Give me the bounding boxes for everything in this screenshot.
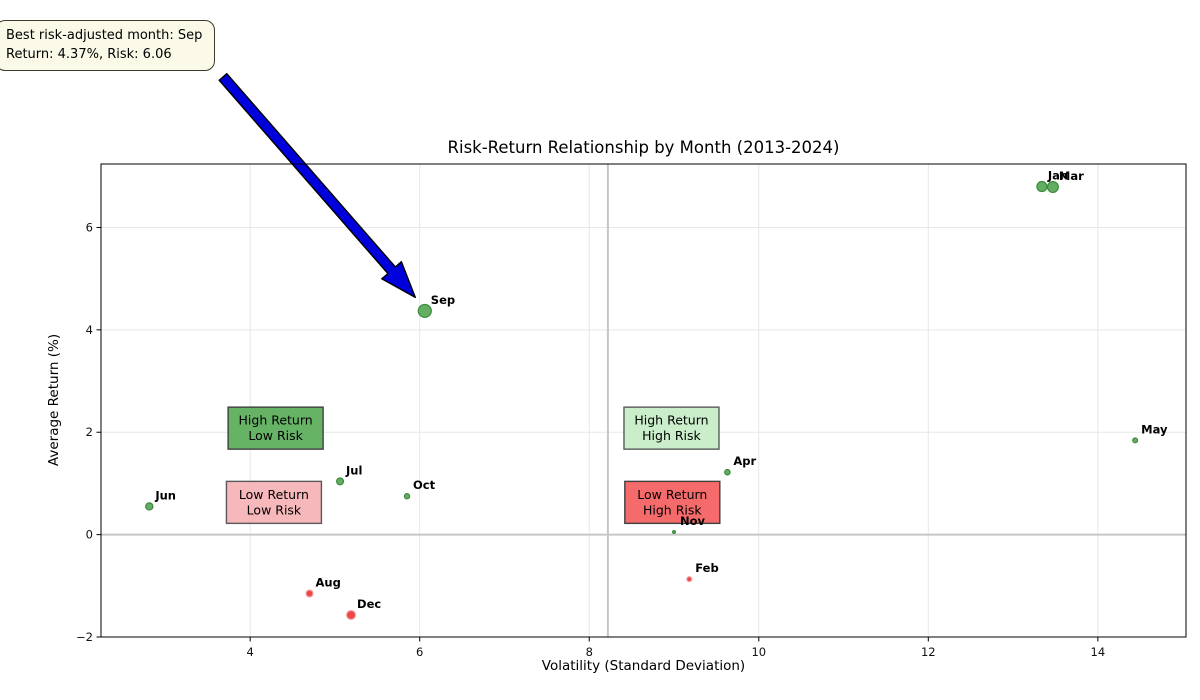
quadrant-box-low-return-high-risk [624,480,721,525]
month-label-apr: Apr [733,454,756,468]
data-point-feb [686,576,693,583]
annotation-line1: Best risk-adjusted month: Sep [6,28,203,43]
data-point-nov [672,530,677,535]
quadrant-label-low-return-low-risk: Low Return Low Risk [239,487,309,517]
data-point-dec [346,609,357,620]
month-label-jul: Jul [345,463,362,477]
month-label-aug: Aug [316,575,341,589]
month-label-sep: Sep [431,293,455,307]
y-tick-label: 2 [86,425,93,439]
data-point-jul [336,477,345,486]
month-label-feb: Feb [695,561,718,575]
month-label-mar: Mar [1059,169,1084,183]
month-label-may: May [1141,422,1168,436]
quadrant-label-low-return-high-risk: Low Return High Risk [637,487,707,517]
x-tick-label: 8 [586,645,593,659]
y-tick-label: 4 [86,323,93,337]
quadrant-label-high-return-low-risk: High Return Low Risk [239,413,313,444]
x-tick-label: 14 [1091,645,1106,659]
x-axis-label: Volatility (Standard Deviation) [541,658,746,674]
y-tick-label: 0 [86,528,93,542]
annotation-arrow [218,72,416,299]
x-tick-label: 12 [921,645,936,659]
month-label-dec: Dec [357,597,381,611]
quadrant-box-high-return-high-risk [623,406,720,450]
data-point-jan [1036,180,1048,193]
data-point-oct [403,493,411,500]
quadrant-box-low-return-low-risk [225,480,323,525]
data-point-jun [145,502,154,511]
data-point-may [1132,437,1139,444]
quadrant-label-high-return-high-risk: High Return High Risk [634,413,708,444]
data-point-mar [1046,181,1059,194]
month-label-oct: Oct [413,478,436,492]
data-point-aug [305,589,314,598]
data-point-sep [417,303,432,319]
quadrant-box-high-return-low-risk [227,406,324,450]
x-tick-label: 4 [247,645,254,659]
month-label-jun: Jun [154,488,176,502]
annotation-line2: Return: 4.37%, Risk: 6.06 [6,47,172,62]
annotation-box: Best risk-adjusted month: Sep Return: 4.… [0,20,216,71]
axes-spines [100,163,1187,638]
x-tick-label: 10 [751,645,766,659]
y-tick-label: −2 [76,630,93,644]
y-axis-label: Average Return (%) [46,333,62,467]
y-tick-label: 6 [86,220,93,234]
x-tick-label: 6 [416,645,423,659]
month-label-jan: Jan [1047,169,1068,183]
data-point-apr [724,468,731,476]
month-label-nov: Nov [680,514,706,528]
chart-title: Risk-Return Relationship by Month (2013-… [447,138,840,157]
